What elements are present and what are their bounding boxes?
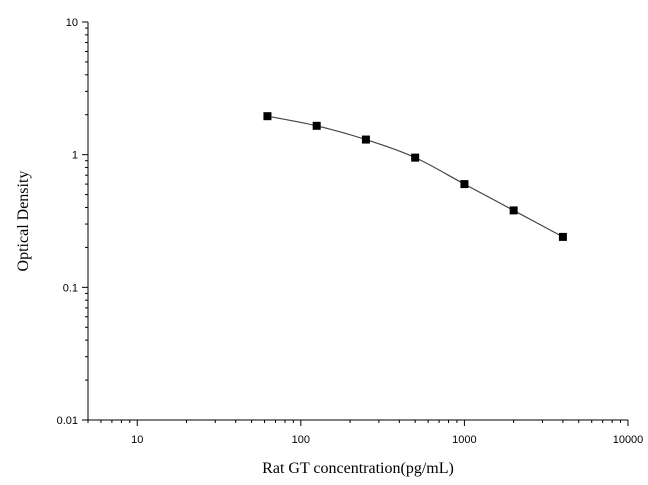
data-point [361, 135, 370, 144]
y-tick-label: 1 [72, 150, 78, 162]
y-tick-label: 0.01 [57, 415, 78, 427]
x-tick-label: 10 [131, 434, 143, 446]
y-tick-label: 0.1 [63, 282, 78, 294]
x-axis-ticks: 10 100 1000 10000 [87, 420, 644, 446]
data-point [460, 180, 469, 189]
x-tick-label: 1000 [452, 434, 476, 446]
y-tick-label: 10 [66, 17, 78, 29]
series-line [267, 115, 564, 238]
data-point [411, 153, 420, 162]
data-point [312, 121, 321, 130]
data-point [558, 232, 567, 241]
data-point [263, 112, 272, 121]
data-markers [263, 112, 567, 241]
x-axis-title: Rat GT concentration(pg/mL) [262, 460, 454, 477]
data-point [509, 206, 518, 215]
y-axis-title: Optical Density [15, 171, 32, 272]
x-tick-label: 10000 [613, 434, 644, 446]
x-tick-label: 100 [292, 434, 310, 446]
y-axis-ticks: 0.01 0.1 1 10 [57, 17, 88, 427]
